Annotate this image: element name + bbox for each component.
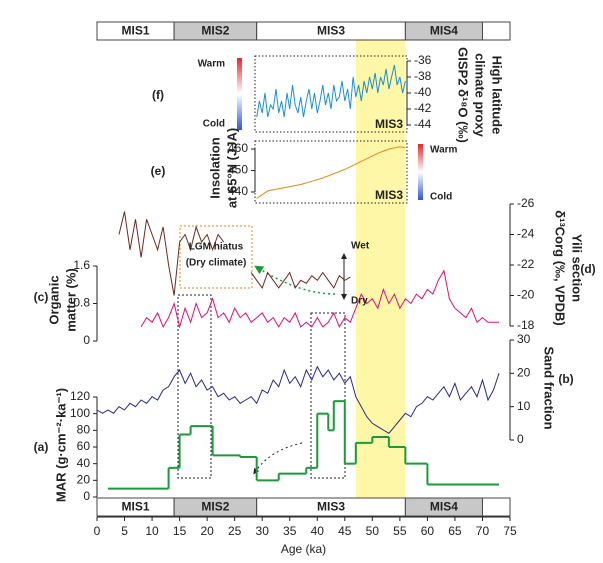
annotation: Warm xyxy=(198,59,226,70)
y-axis-title: High latitude xyxy=(490,56,505,135)
x-tick-label: 30 xyxy=(256,524,270,538)
y-tick-label: -40 xyxy=(414,85,432,99)
background-layer xyxy=(96,21,511,517)
y-tick-label: 440 xyxy=(228,184,248,198)
x-tick-label: 70 xyxy=(476,524,490,538)
annotation: Cold xyxy=(203,119,225,130)
y-tick-label: 450 xyxy=(228,163,248,177)
y-tick-label: 60 xyxy=(77,439,91,453)
y-tick-label: -18 xyxy=(517,318,535,332)
stage-label: MIS2 xyxy=(201,500,229,514)
stage-label: MIS1 xyxy=(122,500,150,514)
x-tick-label: 5 xyxy=(121,524,128,538)
y-tick-label: 20 xyxy=(517,366,531,380)
stage-label: MIS3 xyxy=(317,500,345,514)
panel-label: (f) xyxy=(152,88,164,102)
panel-label: (b) xyxy=(558,372,573,386)
y-tick-label: 10 xyxy=(517,399,531,413)
warm-cold-bar xyxy=(418,144,423,200)
stage-label: MIS2 xyxy=(201,24,229,38)
y-axis-title: matter (%) xyxy=(63,268,78,332)
x-axis-title: Age (ka) xyxy=(281,542,326,556)
y-tick-label: -44 xyxy=(414,117,432,131)
plot-layer: MIS1 MIS2 MIS3 MIS4 MIS1 MIS2 MIS3 MIS4 0 5 10 15 20… xyxy=(34,24,596,557)
box-stage-label: MIS3 xyxy=(375,188,403,202)
data-line xyxy=(140,269,499,329)
x-tick-label: 65 xyxy=(448,524,462,538)
data-line xyxy=(96,365,500,434)
y-tick-label: -42 xyxy=(414,101,432,115)
stage-label: MIS3 xyxy=(317,24,345,38)
annotation: Dry xyxy=(351,296,368,307)
x-tick-label: 10 xyxy=(145,524,159,538)
y-tick-label: 40 xyxy=(77,456,91,470)
annotation: Cold xyxy=(430,192,452,203)
stage-label: MIS4 xyxy=(430,500,458,514)
stage-box xyxy=(404,497,483,517)
y-axis-title: climate proxy xyxy=(473,53,488,138)
y-tick-label: -38 xyxy=(414,69,432,83)
y-tick-label: 120 xyxy=(70,389,90,403)
x-tick-label: 40 xyxy=(311,524,325,538)
y-axis-title: MAR (g·cm⁻²·ka⁻¹) xyxy=(53,388,68,502)
annotation: (Dry climate) xyxy=(186,258,247,269)
x-tick-label: 35 xyxy=(283,524,297,538)
y-axis-title: Sand fraction xyxy=(542,346,557,429)
annotation: LGM hiatus xyxy=(189,242,244,253)
panel-label: (d) xyxy=(580,262,595,276)
x-tick-label: 55 xyxy=(393,524,407,538)
x-tick-label: 75 xyxy=(503,524,517,538)
y-tick-label: 100 xyxy=(70,406,90,420)
y-axis-title: Organic xyxy=(46,275,61,324)
x-tick-label: 50 xyxy=(366,524,380,538)
y-tick-label: 0.8 xyxy=(73,296,90,310)
x-tick-label: 60 xyxy=(421,524,435,538)
trend-arrow xyxy=(253,442,303,475)
y-tick-label: 0 xyxy=(83,489,90,503)
stage-box xyxy=(404,21,483,41)
annotation: Wet xyxy=(351,241,370,252)
data-line xyxy=(256,64,406,118)
y-tick-label: -24 xyxy=(517,227,535,241)
x-tick-label: 45 xyxy=(338,524,352,538)
trend-arrow xyxy=(254,265,336,295)
y-axis-title: at 65°N (JJA) xyxy=(224,128,239,208)
highlight-box xyxy=(310,312,346,479)
x-tick-label: 25 xyxy=(228,524,242,538)
panel-label: (e) xyxy=(151,164,166,178)
stage-label: MIS1 xyxy=(122,24,150,38)
y-tick-label: -22 xyxy=(517,257,535,271)
y-tick-label: 0 xyxy=(517,432,524,446)
y-tick-label: 30 xyxy=(517,332,531,346)
warm-cold-bar xyxy=(237,58,242,130)
panel-label: (a) xyxy=(34,440,49,454)
x-tick-label: 15 xyxy=(173,524,187,538)
annotation: Warm xyxy=(430,145,458,156)
y-tick-label: 460 xyxy=(228,141,248,155)
panel-label: (c) xyxy=(34,290,49,304)
y-axis-title: Yili section xyxy=(570,234,585,302)
highlight-band xyxy=(355,40,406,498)
y-tick-label: -36 xyxy=(414,53,432,67)
data-line xyxy=(256,146,406,199)
box-stage-label: MIS3 xyxy=(375,117,403,131)
y-tick-label: -26 xyxy=(517,196,535,210)
y-tick-label: 20 xyxy=(77,473,91,487)
data-line xyxy=(118,211,351,296)
x-tick-label: 0 xyxy=(94,524,101,538)
hiatus-box xyxy=(179,225,253,289)
y-axis-title: δ¹³Corg (‰, VPDB) xyxy=(553,210,568,325)
x-tick-label: 20 xyxy=(200,524,214,538)
y-tick-label: -20 xyxy=(517,288,535,302)
y-tick-label: 80 xyxy=(77,423,91,437)
y-tick-label: 1.6 xyxy=(73,258,90,272)
stage-label: MIS4 xyxy=(430,24,458,38)
y-tick-label: 0 xyxy=(83,333,90,347)
highlight-box xyxy=(177,294,212,479)
y-axis-title: Insolation xyxy=(207,137,222,198)
y-axis-title: GISP2 δ¹⁸O (‰) xyxy=(456,47,471,143)
